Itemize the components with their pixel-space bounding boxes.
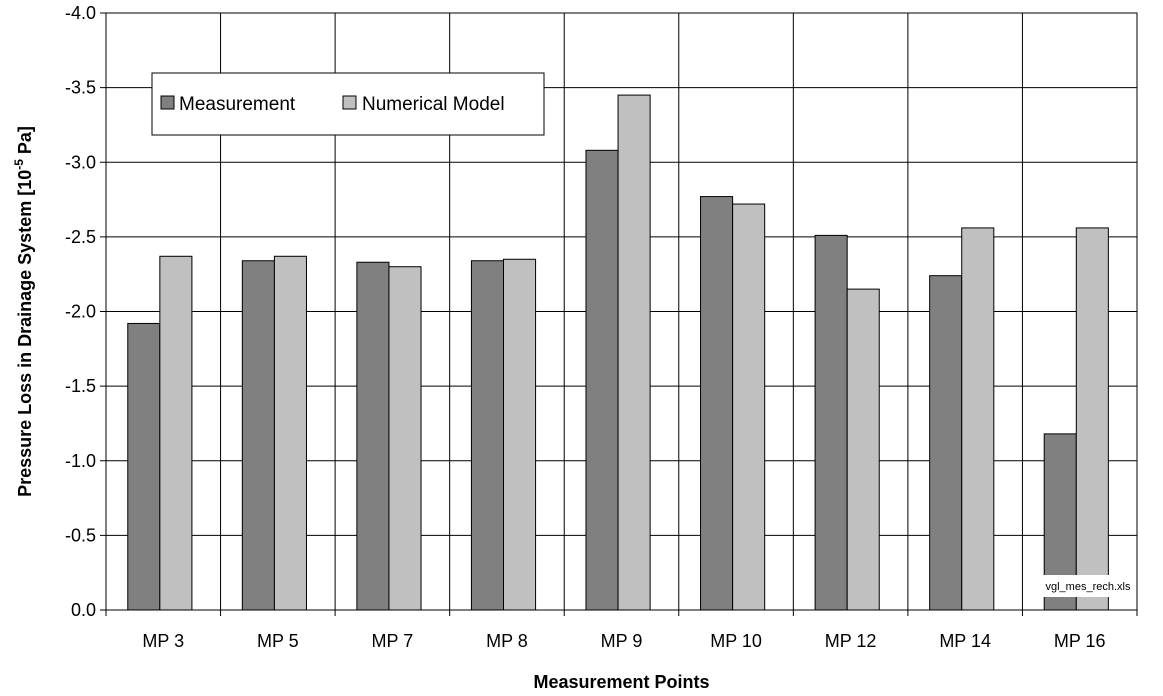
y-tick-label: -3.0 [65,152,96,172]
legend-label-measurement: Measurement [179,94,296,115]
legend: Measurement Numerical Model [151,72,545,136]
file-note: vgl_mes_rech.xls [1040,575,1136,597]
y-tick-label: -1.5 [65,376,96,396]
bar-numerical-model [732,203,766,611]
x-tick-label: MP 5 [257,631,299,651]
bar-numerical-model [846,288,880,611]
bar-numerical-model [388,266,422,611]
bar-numerical-model [273,255,307,611]
y-tick-label: -2.5 [65,227,96,247]
y-tick-label: -1.0 [65,451,96,471]
x-tick-label: MP 10 [710,631,762,651]
x-tick-label: MP 12 [825,631,877,651]
y-axis-title-sup: -5 [12,159,26,170]
legend-swatch-numerical-model [342,95,357,110]
legend-swatch-measurement [160,95,175,110]
x-tick-label: MP 9 [601,631,643,651]
legend-label-numerical-model: Numerical Model [362,94,505,115]
file-note-box [1040,575,1136,597]
bar-measurement [700,196,734,611]
y-tick-label: -3.5 [65,78,96,98]
bar-numerical-model [503,258,537,611]
y-axis-title-main: Pressure Loss in Drainage System [10 [15,170,35,497]
bar-numerical-model [961,227,995,611]
bar-numerical-model [617,94,651,611]
bar-measurement [814,234,848,611]
y-axis-ticks: 0.0 -0.5 -1.0 -1.5 -2.0 -2.5 -3.0 -3.5 -4.0 [65,3,106,620]
y-axis-title: Pressure Loss in Drainage System [10-5 P… [12,126,35,497]
x-axis-title: Measurement Points [533,672,709,692]
bars [127,94,1109,611]
y-tick-label: -0.5 [65,525,96,545]
y-tick-label: -4.0 [65,3,96,23]
x-tick-label: MP 14 [939,631,991,651]
y-tick-label: 0.0 [71,600,96,620]
x-tick-label: MP 7 [372,631,414,651]
bar-measurement [929,275,963,611]
y-tick-label: -2.0 [65,302,96,322]
bar-numerical-model [1075,227,1109,611]
x-tick-label: MP 8 [486,631,528,651]
bar-measurement [356,261,390,611]
bar-measurement [127,322,161,611]
bar-measurement [585,149,619,611]
bar-measurement [241,260,275,611]
bar-numerical-model [159,255,193,611]
file-note-text: vgl_mes_rech.xls [1046,581,1131,593]
x-axis-ticks: MP 3 MP 5 MP 7 MP 8 MP 9 MP 10 MP 12 MP 14 MP 16 [105,610,1138,651]
x-tick-label: MP 16 [1054,631,1106,651]
bar-measurement [470,260,505,611]
x-tick-label: MP 3 [142,631,184,651]
y-axis-title-end: Pa] [15,126,35,159]
